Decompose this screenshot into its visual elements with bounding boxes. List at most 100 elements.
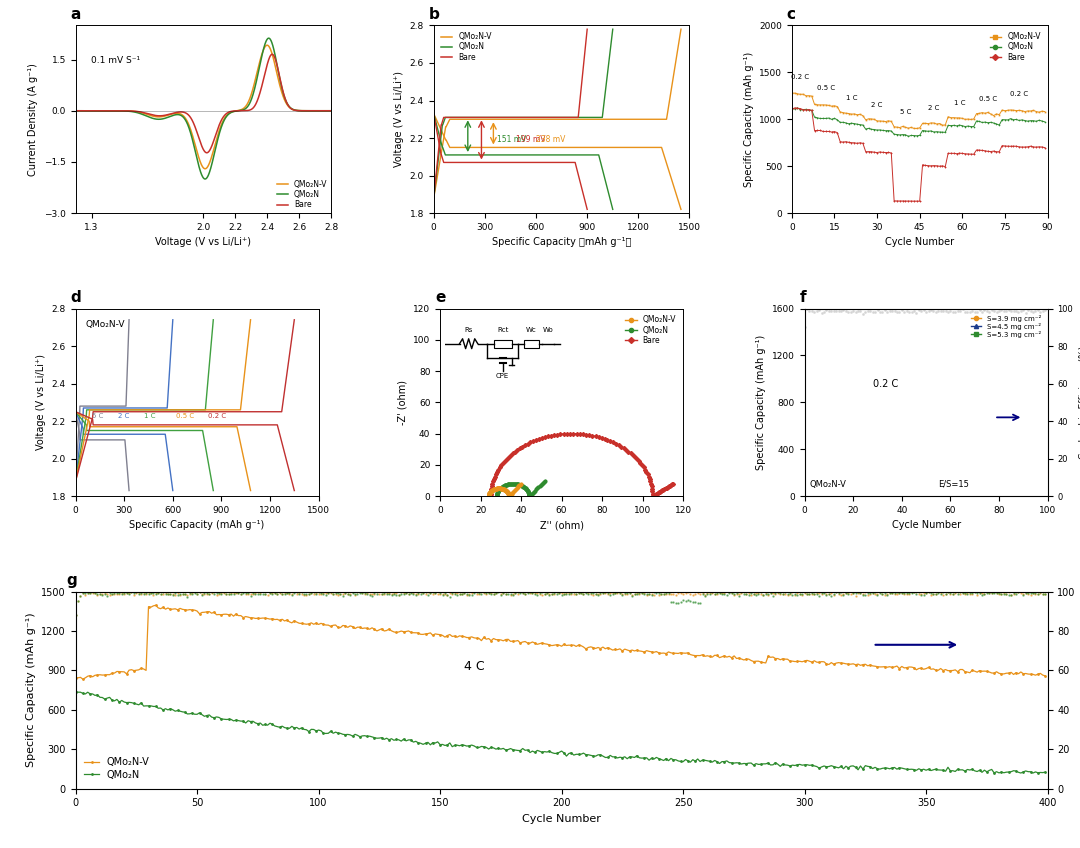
Point: [451, 588, 469, 601]
Text: 0.5 C: 0.5 C: [816, 85, 835, 92]
Point: [713, 587, 730, 600]
Point: [599, 586, 617, 600]
Point: [842, 584, 860, 598]
Point: [393, 588, 410, 601]
Point: [327, 587, 345, 600]
Point: [211, 586, 228, 600]
Point: [572, 586, 590, 600]
Point: [269, 587, 286, 600]
Point: [777, 585, 794, 599]
Point: [557, 587, 575, 600]
Point: [524, 586, 541, 600]
Point: [283, 588, 300, 601]
Point: [1004, 586, 1022, 600]
Point: [716, 586, 733, 600]
Point: [679, 586, 697, 600]
Point: [111, 586, 127, 600]
Point: [225, 586, 242, 600]
Point: [831, 304, 848, 317]
Point: [842, 587, 860, 600]
Point: [489, 584, 508, 598]
Point: [121, 586, 138, 600]
Text: e: e: [435, 290, 446, 304]
Point: [444, 588, 461, 601]
Point: [638, 587, 656, 600]
Point: [782, 588, 799, 601]
Point: [448, 589, 465, 602]
Point: [720, 585, 738, 599]
Point: [458, 587, 475, 600]
Point: [860, 304, 877, 317]
Point: [750, 587, 767, 600]
Point: [548, 585, 566, 599]
Point: [990, 304, 1008, 318]
Point: [798, 588, 815, 601]
Point: [860, 589, 877, 602]
Point: [582, 587, 599, 600]
Point: [442, 587, 459, 600]
Point: [845, 586, 862, 600]
Point: [718, 584, 735, 598]
Point: [492, 588, 510, 601]
Y-axis label: Specific Capacity (mAh g⁻¹): Specific Capacity (mAh g⁻¹): [756, 335, 767, 470]
Point: [427, 587, 444, 600]
Point: [123, 585, 140, 599]
Point: [993, 587, 1010, 600]
X-axis label: Z'' (ohm): Z'' (ohm): [540, 521, 583, 531]
Point: [400, 588, 417, 601]
Point: [895, 586, 913, 600]
Point: [507, 586, 524, 600]
Point: [811, 304, 828, 317]
Point: [996, 304, 1013, 318]
Point: [145, 586, 162, 600]
Point: [162, 588, 179, 601]
Point: [854, 589, 872, 602]
Point: [382, 588, 400, 601]
Point: [774, 587, 792, 600]
Point: [570, 586, 588, 600]
Point: [607, 586, 624, 600]
Point: [522, 586, 539, 600]
Point: [463, 586, 481, 600]
Point: [71, 589, 90, 602]
Point: [130, 586, 147, 600]
Point: [949, 304, 967, 317]
Point: [779, 588, 796, 601]
Legend: QMo₂N-V, QMo₂N, Bare: QMo₂N-V, QMo₂N, Bare: [987, 30, 1043, 64]
Point: [249, 587, 267, 600]
Point: [623, 589, 640, 603]
Point: [446, 587, 463, 600]
Point: [448, 587, 465, 600]
Point: [738, 588, 755, 601]
Point: [497, 588, 514, 601]
Text: 2 C: 2 C: [872, 102, 882, 108]
Point: [300, 587, 318, 600]
Point: [568, 588, 585, 601]
Point: [390, 588, 407, 601]
Point: [730, 588, 747, 601]
Point: [927, 588, 944, 601]
Point: [592, 587, 609, 600]
Point: [924, 304, 942, 318]
Point: [864, 587, 881, 600]
Point: [541, 589, 558, 602]
Point: [238, 586, 255, 600]
Point: [471, 587, 488, 600]
Point: [208, 587, 226, 600]
Point: [332, 587, 349, 600]
Point: [983, 304, 1000, 317]
QMo₂N-V: [684, 650, 697, 660]
Point: [998, 587, 1015, 600]
Point: [191, 585, 208, 599]
Point: [499, 587, 517, 600]
Point: [264, 588, 281, 601]
Point: [475, 585, 492, 599]
Point: [963, 588, 981, 601]
QMo₂N: [69, 687, 82, 697]
Point: [166, 588, 184, 601]
Point: [658, 587, 675, 600]
Point: [806, 587, 823, 600]
Point: [561, 587, 578, 600]
Point: [499, 584, 517, 598]
Point: [806, 587, 823, 600]
